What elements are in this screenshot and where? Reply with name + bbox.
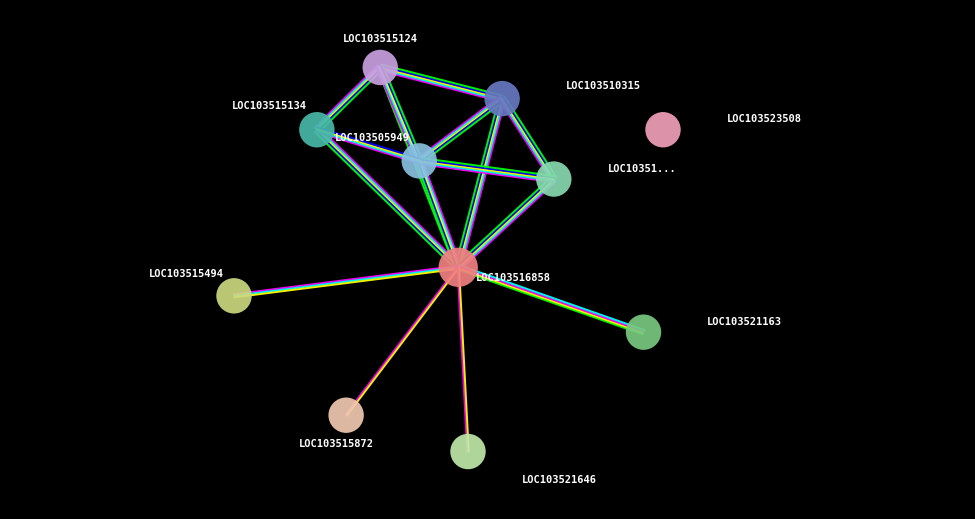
Point — [372, 63, 388, 72]
Point — [226, 292, 242, 300]
Text: LOC103515494: LOC103515494 — [149, 269, 224, 279]
Point — [494, 94, 510, 103]
Text: LOC103521163: LOC103521163 — [707, 317, 782, 327]
Text: LOC10351...: LOC10351... — [607, 163, 677, 174]
Point — [309, 126, 325, 134]
Text: LOC103523508: LOC103523508 — [726, 114, 801, 125]
Text: LOC103516858: LOC103516858 — [476, 272, 551, 283]
Text: LOC103515124: LOC103515124 — [343, 34, 417, 44]
Point — [338, 411, 354, 419]
Text: LOC103515134: LOC103515134 — [232, 101, 307, 112]
Point — [546, 175, 562, 183]
Point — [460, 447, 476, 456]
Text: LOC103521646: LOC103521646 — [522, 475, 597, 485]
Point — [636, 328, 651, 336]
Text: LOC103510315: LOC103510315 — [566, 80, 641, 91]
Point — [411, 157, 427, 165]
Point — [450, 263, 466, 271]
Text: LOC103515872: LOC103515872 — [299, 439, 373, 449]
Text: LOC103505949: LOC103505949 — [334, 132, 410, 143]
Point — [655, 126, 671, 134]
